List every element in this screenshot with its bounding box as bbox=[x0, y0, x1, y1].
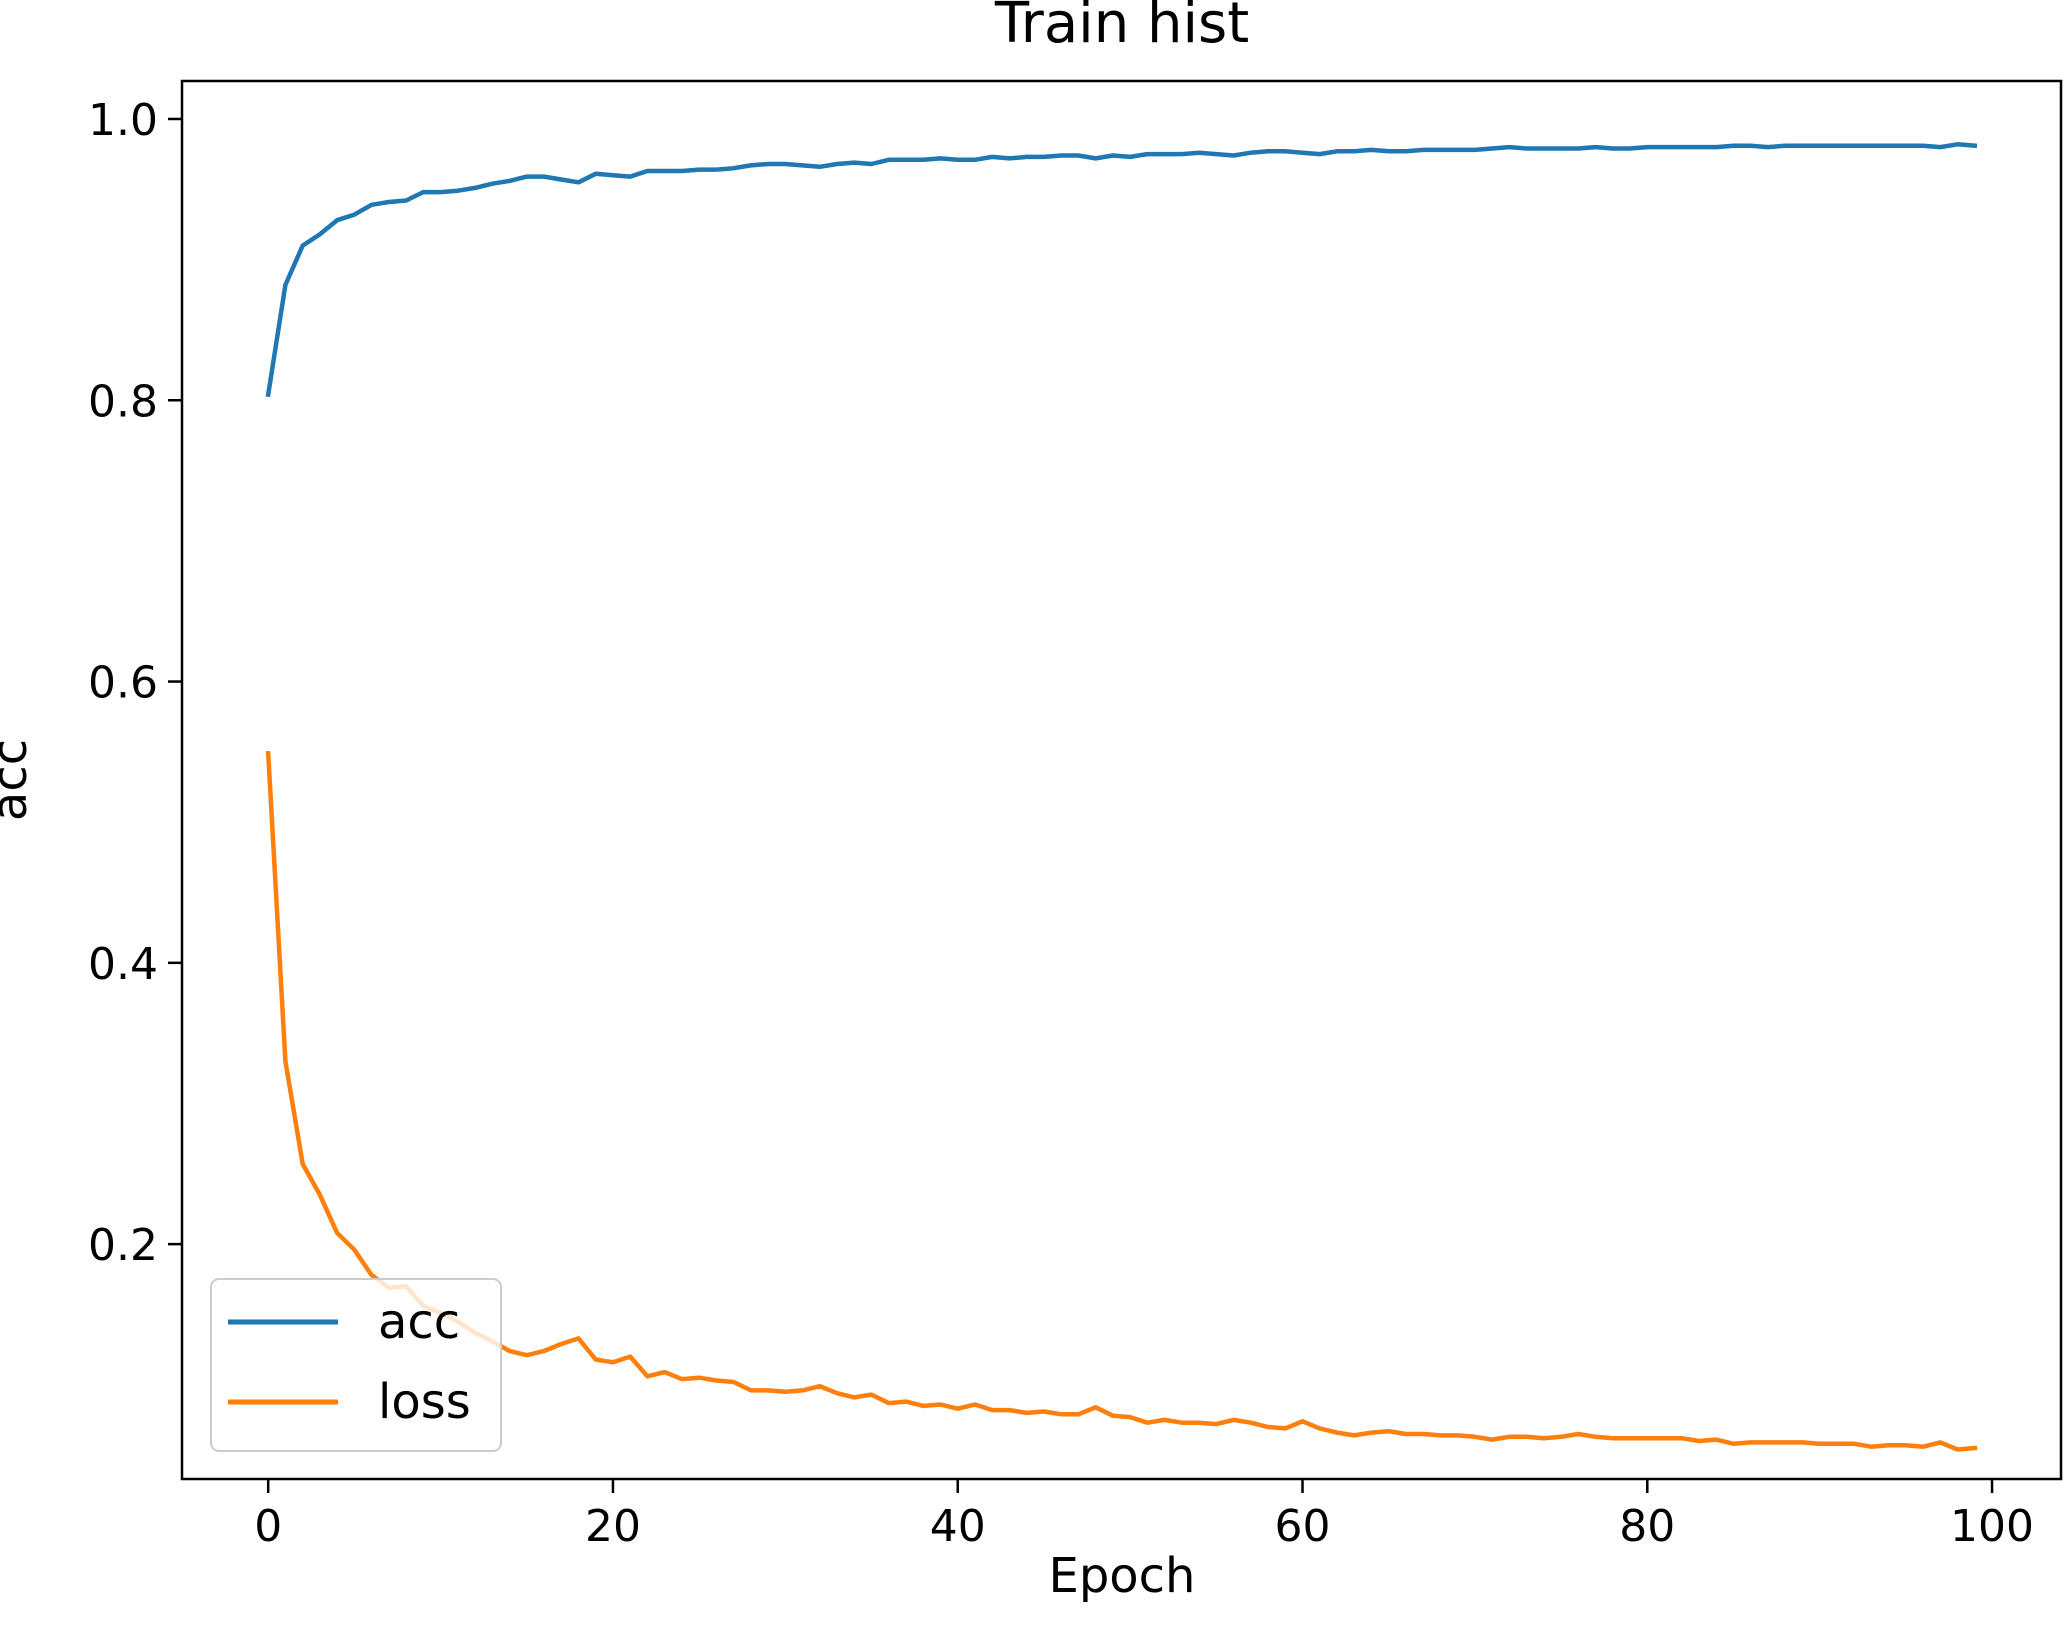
x-tick-label: 80 bbox=[1619, 1501, 1675, 1552]
series-line-loss bbox=[265, 750, 1978, 1452]
legend-label-loss: loss bbox=[378, 1374, 471, 1430]
x-tick-label: 40 bbox=[930, 1501, 986, 1552]
x-axis-label: Epoch bbox=[1049, 1548, 1196, 1604]
x-axis: 0 20 40 60 80 100 bbox=[254, 1479, 2034, 1552]
x-tick-label: 100 bbox=[1950, 1501, 2034, 1552]
legend: acc loss bbox=[210, 1278, 502, 1452]
x-tick-label: 60 bbox=[1275, 1501, 1331, 1552]
y-tick-label: 0.6 bbox=[88, 658, 158, 709]
y-tick-label: 0.2 bbox=[88, 1220, 158, 1271]
plot-area bbox=[180, 79, 2063, 1481]
chart-title: Train hist bbox=[994, 0, 1249, 56]
x-tick-label: 20 bbox=[585, 1501, 641, 1552]
y-axis-label: acc bbox=[0, 739, 38, 821]
y-axis: 0.2 0.4 0.6 0.8 1.0 bbox=[88, 95, 182, 1271]
series-line-acc bbox=[265, 142, 1978, 398]
y-tick-label: 0.4 bbox=[88, 939, 158, 990]
y-tick-label: 0.8 bbox=[88, 376, 158, 427]
legend-label-acc: acc bbox=[378, 1294, 460, 1350]
series-lines bbox=[265, 142, 1978, 1452]
y-tick-label: 1.0 bbox=[88, 95, 158, 146]
x-tick-label: 0 bbox=[254, 1501, 282, 1552]
